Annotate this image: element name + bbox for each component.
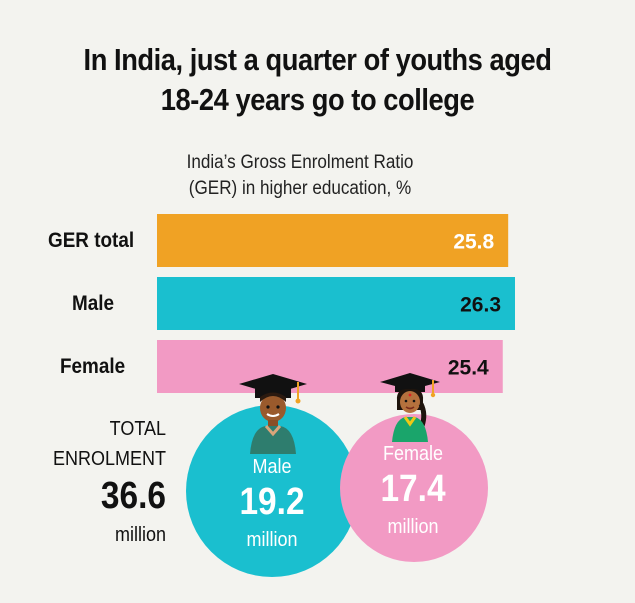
male-enrolment-label: Male xyxy=(252,456,292,478)
bar-male xyxy=(157,277,515,330)
total-label-line-1: TOTAL xyxy=(109,418,166,440)
bar-value-ger-total: 25.8 xyxy=(453,231,494,254)
bar-value-female: 25.4 xyxy=(448,357,489,380)
male-graduate-icon xyxy=(239,374,307,454)
chart-title: In India, just a quarter of youths aged … xyxy=(38,40,597,120)
female-enrolment-label: Female xyxy=(382,443,444,465)
female-graduate-icon xyxy=(380,373,440,442)
total-enrolment: TOTAL ENROLMENT 36.6 million xyxy=(40,414,166,552)
title-line-1: In India, just a quarter of youths aged xyxy=(83,42,552,77)
male-enrolment-unit: million xyxy=(246,529,298,551)
chart-subtitle: India’s Gross Enrolment Ratio (GER) in h… xyxy=(165,150,435,202)
bar-female xyxy=(157,340,503,393)
subtitle-line-1: India’s Gross Enrolment Ratio xyxy=(186,152,414,173)
male-enrolment-value: 19.2 xyxy=(239,481,305,523)
female-enrolment-value: 17.4 xyxy=(380,468,446,510)
female-enrolment-text: Female 17.4 million xyxy=(338,442,488,542)
title-line-2: 18-24 years go to college xyxy=(160,82,475,117)
total-value: 36.6 xyxy=(100,475,166,517)
bar-label-ger-total: GER total xyxy=(48,228,135,252)
bar-chart: 25.8 26.3 25.4 xyxy=(157,214,515,393)
bar-ger-total xyxy=(157,214,509,267)
total-unit: million xyxy=(114,524,166,546)
bar-label-male: Male xyxy=(72,291,115,315)
subtitle-line-2: (GER) in higher education, % xyxy=(188,178,412,199)
bar-value-male: 26.3 xyxy=(460,294,501,317)
male-enrolment-text: Male 19.2 million xyxy=(186,455,358,555)
female-enrolment-unit: million xyxy=(387,516,439,538)
bar-label-female: Female xyxy=(60,354,126,378)
total-label-line-2: ENROLMENT xyxy=(52,448,167,470)
